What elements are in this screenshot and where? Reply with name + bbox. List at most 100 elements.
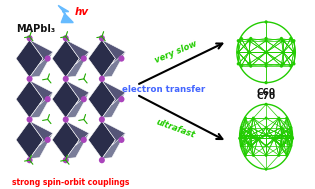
Circle shape xyxy=(247,51,250,54)
Circle shape xyxy=(265,64,268,68)
Circle shape xyxy=(256,137,259,140)
Circle shape xyxy=(290,134,293,137)
Circle shape xyxy=(249,126,252,129)
Circle shape xyxy=(265,134,267,137)
Circle shape xyxy=(265,81,268,84)
Circle shape xyxy=(45,137,51,143)
Polygon shape xyxy=(102,52,125,77)
Polygon shape xyxy=(88,81,115,118)
Circle shape xyxy=(81,96,87,102)
Circle shape xyxy=(81,55,87,62)
Text: MAPbI₃: MAPbI₃ xyxy=(16,24,55,34)
Polygon shape xyxy=(30,93,53,118)
Circle shape xyxy=(285,117,288,120)
Polygon shape xyxy=(66,133,89,159)
Polygon shape xyxy=(88,121,115,159)
Circle shape xyxy=(249,37,252,40)
Polygon shape xyxy=(52,40,79,77)
Polygon shape xyxy=(102,81,125,105)
Circle shape xyxy=(26,76,32,82)
Polygon shape xyxy=(30,81,53,105)
Circle shape xyxy=(237,62,240,65)
Circle shape xyxy=(282,51,285,54)
Circle shape xyxy=(237,51,240,54)
Circle shape xyxy=(26,157,32,163)
Polygon shape xyxy=(102,40,125,64)
Circle shape xyxy=(280,134,283,137)
Polygon shape xyxy=(66,81,89,105)
Circle shape xyxy=(289,64,292,68)
Circle shape xyxy=(292,51,295,54)
Polygon shape xyxy=(102,133,125,159)
Circle shape xyxy=(265,62,268,65)
Circle shape xyxy=(45,55,51,62)
Circle shape xyxy=(7,55,13,62)
Circle shape xyxy=(291,137,294,140)
Circle shape xyxy=(244,117,247,120)
Polygon shape xyxy=(66,93,89,118)
Polygon shape xyxy=(102,121,125,146)
Circle shape xyxy=(244,154,247,157)
Circle shape xyxy=(99,116,105,123)
Circle shape xyxy=(99,157,105,163)
Circle shape xyxy=(243,137,246,140)
Circle shape xyxy=(282,39,285,42)
Circle shape xyxy=(273,137,276,140)
Circle shape xyxy=(280,134,283,137)
Circle shape xyxy=(265,37,268,40)
Circle shape xyxy=(278,154,280,157)
Circle shape xyxy=(292,39,295,42)
Circle shape xyxy=(81,137,87,143)
Circle shape xyxy=(237,39,240,42)
Polygon shape xyxy=(52,121,79,159)
Circle shape xyxy=(265,134,267,137)
Circle shape xyxy=(63,157,69,163)
Polygon shape xyxy=(102,93,125,118)
Circle shape xyxy=(99,35,105,41)
Circle shape xyxy=(265,103,267,106)
Circle shape xyxy=(282,51,285,54)
Circle shape xyxy=(282,62,285,65)
Circle shape xyxy=(286,137,289,140)
Circle shape xyxy=(249,64,252,68)
Circle shape xyxy=(252,154,255,157)
Circle shape xyxy=(118,137,124,143)
Circle shape xyxy=(265,51,268,54)
Text: C70: C70 xyxy=(256,92,276,101)
Circle shape xyxy=(289,144,292,147)
Circle shape xyxy=(280,126,283,129)
Circle shape xyxy=(247,62,250,65)
Text: C60: C60 xyxy=(257,88,276,97)
Circle shape xyxy=(289,126,292,129)
Polygon shape xyxy=(30,133,53,159)
Circle shape xyxy=(265,154,267,157)
Circle shape xyxy=(63,35,69,41)
Polygon shape xyxy=(30,52,53,77)
Polygon shape xyxy=(58,5,73,22)
Circle shape xyxy=(249,134,252,137)
Circle shape xyxy=(292,51,295,54)
Circle shape xyxy=(7,96,13,102)
Circle shape xyxy=(285,154,288,157)
Circle shape xyxy=(63,116,69,123)
Text: strong spin-orbit couplings: strong spin-orbit couplings xyxy=(12,177,129,187)
Polygon shape xyxy=(88,40,115,77)
Circle shape xyxy=(249,134,252,137)
Circle shape xyxy=(237,51,240,54)
Circle shape xyxy=(252,117,255,120)
Circle shape xyxy=(265,39,268,42)
Circle shape xyxy=(239,134,242,137)
Circle shape xyxy=(243,137,246,140)
Circle shape xyxy=(290,134,293,137)
Circle shape xyxy=(280,64,283,68)
Polygon shape xyxy=(30,40,53,64)
Circle shape xyxy=(273,137,276,140)
Circle shape xyxy=(280,144,283,147)
Circle shape xyxy=(256,137,259,140)
Circle shape xyxy=(238,137,241,140)
Polygon shape xyxy=(66,121,89,146)
Text: ultrafast: ultrafast xyxy=(155,118,197,140)
Circle shape xyxy=(247,39,250,42)
Polygon shape xyxy=(66,40,89,64)
Circle shape xyxy=(63,76,69,82)
